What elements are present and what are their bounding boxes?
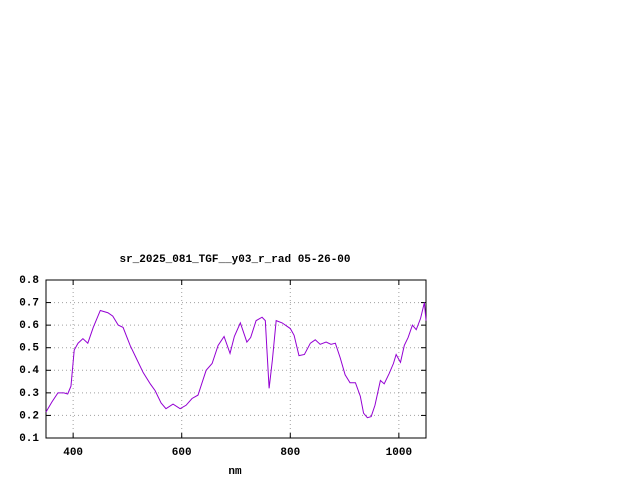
data-line	[45, 302, 427, 419]
x-tick-label: 1000	[386, 447, 412, 459]
y-tick-label: 0.3	[19, 388, 39, 400]
x-tick-label: 400	[63, 447, 83, 459]
x-tick-label: 600	[172, 447, 192, 459]
y-tick-label: 0.7	[19, 297, 39, 309]
plot-frame	[45, 279, 427, 439]
y-tick-label: 0.4	[19, 365, 39, 377]
y-tick-label: 0.1	[19, 433, 39, 445]
y-tick-label: 0.2	[19, 410, 39, 422]
x-tick-label: 800	[280, 447, 300, 459]
x-axis-label: nm	[228, 466, 242, 478]
chart-title: sr_2025_081_TGF__y03_r_rad 05-26-00	[119, 254, 350, 266]
y-tick-label: 0.8	[19, 275, 39, 287]
y-tick-label: 0.5	[19, 343, 39, 355]
y-tick-label: 0.6	[19, 320, 39, 332]
